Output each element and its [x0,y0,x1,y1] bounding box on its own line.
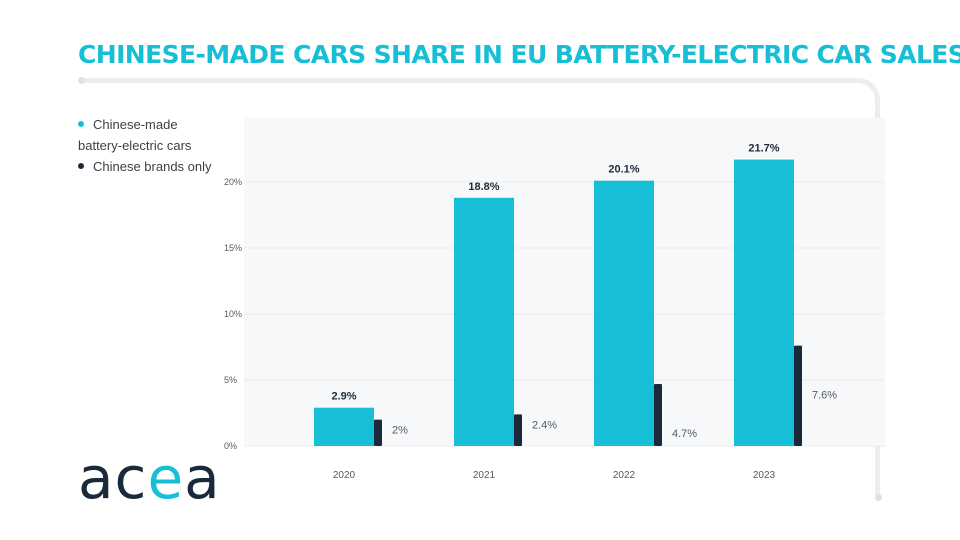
legend: Chinese-made battery-electric cars Chine… [78,114,212,177]
y-tick-label-15: 15% [224,243,242,253]
bar-chinese-brands-2020 [374,419,382,446]
legend-dot-chinese-made [78,121,84,127]
x-tick-label-2020: 2020 [333,470,356,481]
x-tick-label-2022: 2022 [613,470,636,481]
data-label-chinese-made-2021: 18.8% [468,181,499,193]
data-label-chinese-brands-2022: 4.7% [672,428,697,440]
bar-chinese-made-2023 [734,159,794,446]
bar-chinese-brands-2023 [794,345,802,446]
y-tick-label-20: 20% [224,177,242,187]
bar-chinese-brands-2021 [514,414,522,446]
data-label-chinese-made-2023: 21.7% [748,143,779,155]
x-tick-label-2021: 2021 [473,470,496,481]
bar-chinese-made-2022 [594,180,654,446]
legend-label-chinese-brands: Chinese brands only [93,159,212,174]
y-tick-label-5: 5% [224,375,237,385]
logo-text-2: e [147,444,185,512]
logo-text-3: a [184,444,221,512]
acea-logo: acea [78,444,221,512]
legend-label-chinese-made-line2: battery-electric cars [78,138,192,153]
frame-dot-right [875,494,882,501]
logo-text-1: ac [78,444,148,512]
bar-chinese-made-2021 [454,197,514,446]
legend-item-chinese-brands: Chinese brands only [78,156,212,177]
legend-dot-chinese-brands [78,163,84,169]
data-label-chinese-brands-2020: 2% [392,425,408,437]
y-tick-label-0: 0% [224,441,237,451]
y-tick-label-10: 10% [224,309,242,319]
data-label-chinese-brands-2021: 2.4% [532,419,557,431]
bar-chinese-made-2020 [314,407,374,446]
chart-title: CHINESE-MADE CARS SHARE IN EU BATTERY-EL… [78,40,960,69]
bar-chinese-brands-2022 [654,383,662,446]
data-label-chinese-made-2020: 2.9% [331,391,356,403]
x-tick-label-2023: 2023 [753,470,776,481]
frame-dot-left [78,77,85,84]
data-label-chinese-made-2022: 20.1% [608,164,639,176]
data-label-chinese-brands-2023: 7.6% [812,390,837,402]
legend-label-chinese-made-line1: Chinese-made [93,117,178,132]
legend-item-chinese-made: Chinese-made [78,114,212,135]
